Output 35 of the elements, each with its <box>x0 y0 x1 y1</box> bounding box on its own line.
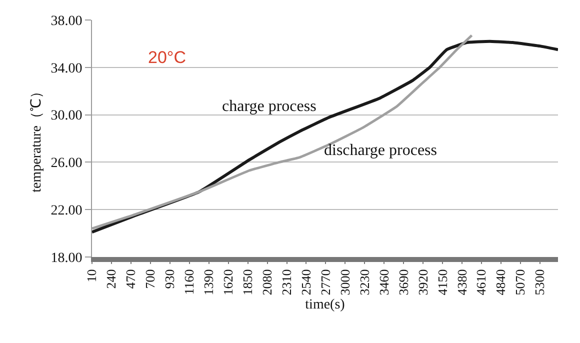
x-tick-label: 4380 <box>454 269 470 296</box>
y-tick-label: 34.00 <box>50 61 82 76</box>
y-tick-label: 18.00 <box>50 250 82 266</box>
x-tick-label: 2770 <box>318 269 333 296</box>
series-label: charge process <box>222 98 316 115</box>
x-tick-label: 2080 <box>260 269 275 296</box>
x-tick-label: 4610 <box>474 269 489 296</box>
y-tick-label: 30.00 <box>50 108 82 124</box>
x-tick-label: 3000 <box>337 269 352 296</box>
x-tick-label: 5300 <box>532 269 548 296</box>
y-tick-label: 22.00 <box>50 204 82 218</box>
x-tick-label: 3230 <box>356 269 372 296</box>
y-tick-label: 38.00 <box>50 14 82 29</box>
x-tick-label: 1160 <box>182 269 197 295</box>
x-tick-label: 700 <box>142 269 158 289</box>
x-tick-label: 470 <box>123 269 138 289</box>
y-tick-label: 26.00 <box>50 156 82 172</box>
x-tick-label: 1390 <box>201 269 216 296</box>
x-tick-label: 240 <box>104 269 119 289</box>
x-tick-label: 2310 <box>278 269 294 296</box>
series-label: discharge process <box>324 142 437 159</box>
x-tick-label: 1620 <box>220 269 236 296</box>
x-tick-label: 1850 <box>240 269 256 296</box>
x-tick-label: 3690 <box>396 269 411 296</box>
x-axis-title: time(s) <box>305 298 346 312</box>
x-tick-label: 930 <box>162 269 178 289</box>
x-tick-label: 2540 <box>298 269 314 296</box>
x-tick-label: 4150 <box>434 269 450 296</box>
x-tick-label: 5070 <box>512 269 528 296</box>
x-tick-label: 3460 <box>376 269 392 296</box>
x-tick-label: 3920 <box>415 269 430 296</box>
x-tick-label: 10 <box>84 269 100 282</box>
y-axis-title: temperature（℃） <box>29 84 44 192</box>
x-tick-label: 4840 <box>493 269 508 296</box>
annotation: 20°C <box>148 48 186 67</box>
